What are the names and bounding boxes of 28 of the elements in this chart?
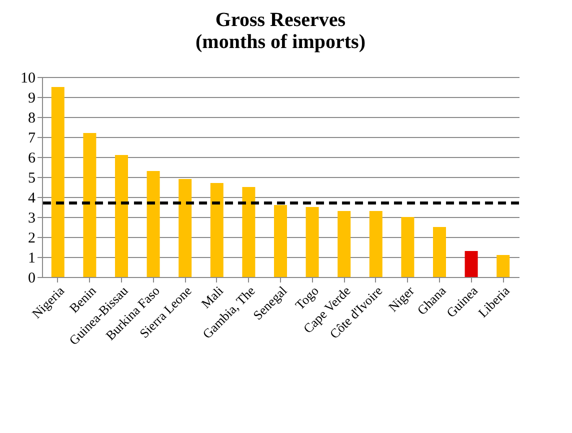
bar <box>496 255 510 277</box>
bar <box>115 155 128 277</box>
bar <box>51 87 64 277</box>
bar <box>274 205 287 277</box>
y-tick-label: 6 <box>28 150 36 166</box>
chart-title: Gross Reserves (months of imports) <box>196 9 366 53</box>
bar <box>83 133 96 277</box>
y-tick-label: 1 <box>28 250 36 266</box>
bar <box>338 211 351 277</box>
bar <box>178 179 192 277</box>
y-tick-label: 0 <box>28 270 36 286</box>
bar <box>210 183 224 277</box>
y-tick-label: 4 <box>28 190 36 206</box>
bar <box>401 217 414 277</box>
bar <box>146 171 160 277</box>
bar <box>306 207 319 277</box>
y-tick-label: 9 <box>28 90 36 106</box>
bar <box>464 251 478 277</box>
y-tick-label: 8 <box>28 110 36 126</box>
bar <box>242 187 256 277</box>
bar <box>369 211 382 277</box>
x-tick-label: Togo <box>292 283 322 312</box>
y-tick-label: 5 <box>28 170 36 186</box>
y-tick-label: 2 <box>28 230 36 246</box>
y-tick-label: 7 <box>28 130 36 146</box>
y-tick-label: 10 <box>20 70 36 86</box>
y-tick-label: 3 <box>28 210 36 226</box>
bar <box>433 227 446 277</box>
